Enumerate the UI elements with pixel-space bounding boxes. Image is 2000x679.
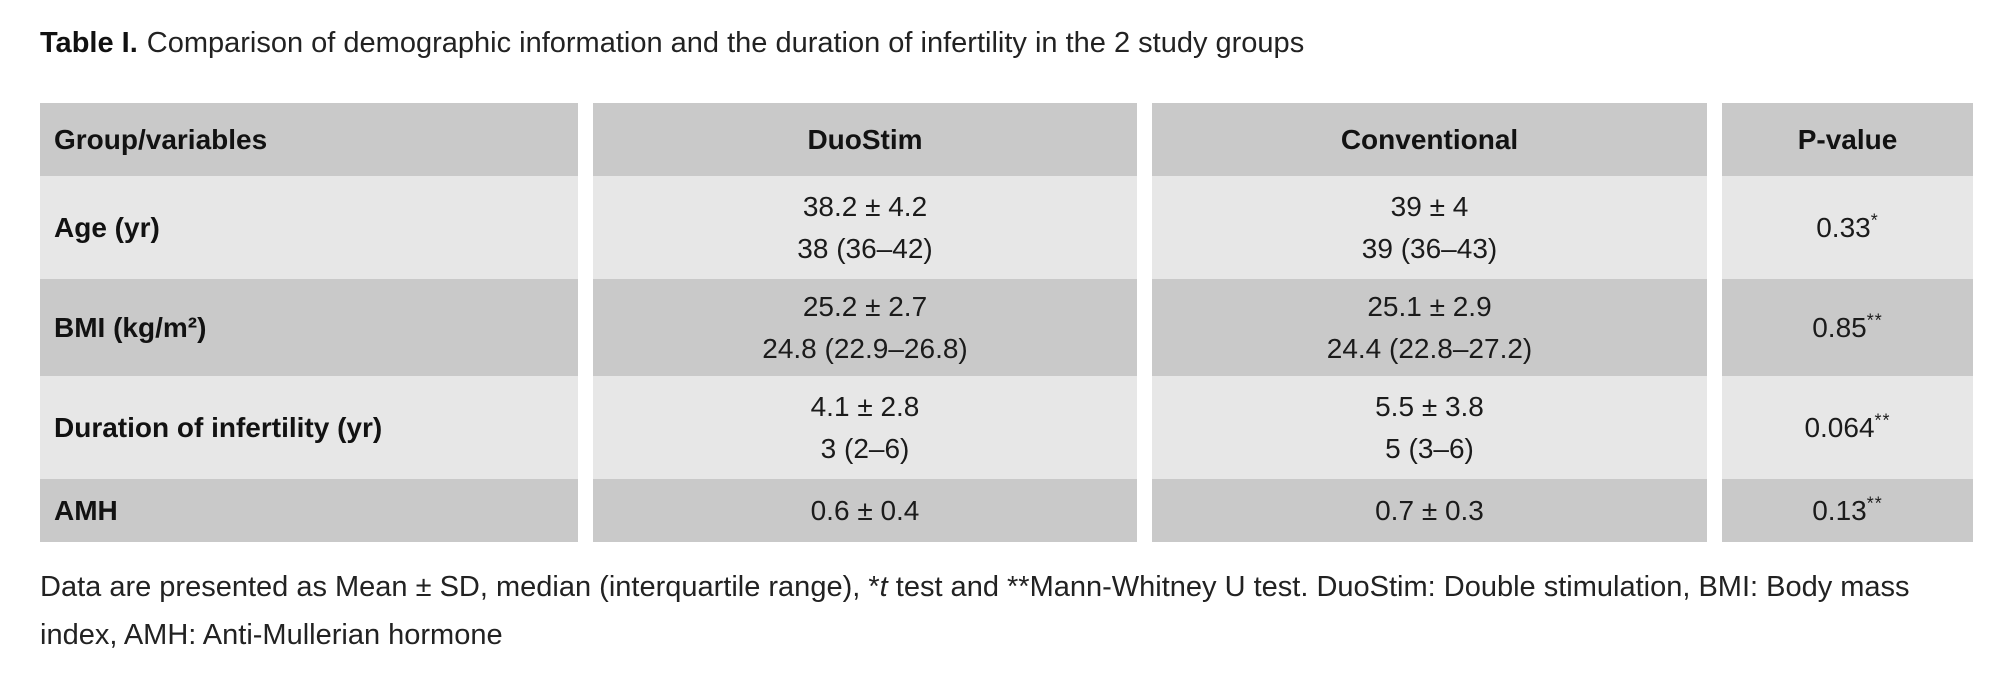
value-line: 38 (36–42) xyxy=(797,232,933,264)
value-line: 39 ± 4 xyxy=(1390,190,1469,222)
header-cell-conventional: Conventional xyxy=(1152,103,1707,176)
header-cell-duostim: DuoStim xyxy=(593,103,1137,176)
cell-duration-variable: Duration of infertility (yr) xyxy=(40,376,578,479)
cell-amh-variable: AMH xyxy=(40,479,578,542)
data-table: Group/variables DuoStim Conventional P-v… xyxy=(40,103,1973,542)
cell-age-conventional: 39 ± 4 39 (36–43) xyxy=(1152,176,1707,279)
cell-amh-p-value: 0.13** xyxy=(1722,479,1973,542)
cell-bmi-variable: BMI (kg/m²) xyxy=(40,279,578,376)
table-title-text: Comparison of demographic information an… xyxy=(146,27,1305,59)
table-title: Table I. Comparison of demographic inform… xyxy=(40,26,1973,60)
cell-amh-conventional: 0.7 ± 0.3 xyxy=(1152,479,1707,542)
p-value: 0.13** xyxy=(1812,493,1883,526)
p-value: 0.33* xyxy=(1816,210,1879,243)
table-number-label: Table I. xyxy=(40,27,138,59)
table-footnote: Data are presented as Mean ± SD, median … xyxy=(40,563,1973,659)
cell-age-p-value: 0.33* xyxy=(1722,176,1973,279)
cell-duration-duostim: 4.1 ± 2.8 3 (2–6) xyxy=(593,376,1137,479)
cell-amh-duostim: 0.6 ± 0.4 xyxy=(593,479,1137,542)
cell-age-duostim: 38.2 ± 4.2 38 (36–42) xyxy=(593,176,1137,279)
footnote-text-2: test and **Mann-Whitney U test. DuoStim:… xyxy=(40,571,1910,651)
cell-bmi-conventional: 25.1 ± 2.9 24.4 (22.8–27.2) xyxy=(1152,279,1707,376)
cell-bmi-p-value: 0.85** xyxy=(1722,279,1973,376)
value-line: 5.5 ± 3.8 xyxy=(1375,390,1484,422)
significance-marker: ** xyxy=(1874,410,1891,431)
cell-bmi-duostim: 25.2 ± 2.7 24.8 (22.9–26.8) xyxy=(593,279,1137,376)
significance-marker: ** xyxy=(1866,310,1883,331)
value-line: 24.4 (22.8–27.2) xyxy=(1326,332,1533,364)
cell-duration-conventional: 5.5 ± 3.8 5 (3–6) xyxy=(1152,376,1707,479)
value-line: 25.2 ± 2.7 xyxy=(802,290,928,322)
value-line: 4.1 ± 2.8 xyxy=(810,390,920,422)
table-figure: Table I. Comparison of demographic inform… xyxy=(40,26,1973,659)
value-line: 3 (2–6) xyxy=(820,432,910,464)
footnote-italic-t: t xyxy=(879,571,888,603)
footnote-text-1: Data are presented as Mean ± SD, median … xyxy=(40,571,880,603)
cell-age-variable: Age (yr) xyxy=(40,176,578,279)
value-line: 39 (36–43) xyxy=(1361,232,1498,264)
value-line: 5 (3–6) xyxy=(1385,432,1474,464)
value-line: 0.6 ± 0.4 xyxy=(810,494,920,526)
value-line: 25.1 ± 2.9 xyxy=(1367,290,1492,322)
p-value: 0.85** xyxy=(1812,310,1883,343)
header-cell-group-variables: Group/variables xyxy=(40,103,578,176)
cell-duration-p-value: 0.064** xyxy=(1722,376,1973,479)
p-value: 0.064** xyxy=(1804,410,1891,443)
significance-marker: * xyxy=(1870,210,1879,231)
value-line: 24.8 (22.9–26.8) xyxy=(762,332,968,364)
header-cell-p-value: P-value xyxy=(1722,103,1973,176)
value-line: 38.2 ± 4.2 xyxy=(802,190,928,222)
significance-marker: ** xyxy=(1866,493,1883,514)
value-line: 0.7 ± 0.3 xyxy=(1375,494,1484,526)
